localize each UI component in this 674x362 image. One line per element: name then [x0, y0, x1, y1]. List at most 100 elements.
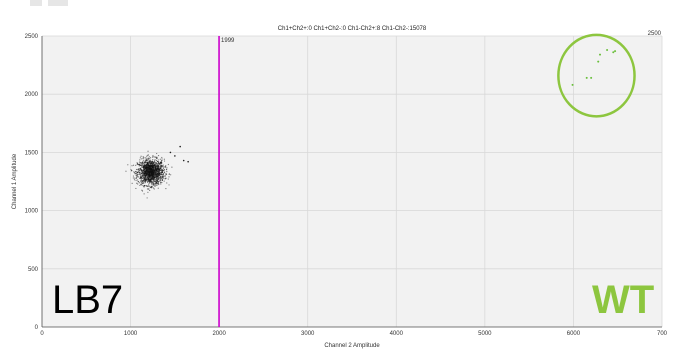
cluster-point	[144, 176, 147, 178]
cluster-point	[152, 178, 154, 180]
cluster-point	[163, 169, 165, 171]
cluster-point	[146, 197, 148, 199]
cluster-point	[140, 177, 142, 179]
cluster-point	[166, 170, 168, 173]
cluster-point	[153, 178, 155, 180]
cluster-point	[155, 176, 157, 178]
cluster-point	[156, 184, 158, 187]
cluster-point	[136, 171, 138, 173]
cluster-point	[160, 182, 162, 184]
cluster-point	[155, 159, 158, 162]
cluster-point	[163, 160, 166, 162]
cluster-point	[150, 180, 152, 183]
y-tick-label: 500	[28, 267, 39, 273]
cluster-point	[142, 170, 144, 172]
cluster-point	[141, 169, 143, 171]
cluster-point	[144, 180, 146, 182]
cluster-point	[159, 168, 161, 170]
cluster-point	[159, 180, 161, 182]
cluster-point	[162, 176, 164, 178]
cluster-point	[150, 177, 152, 179]
cluster-point	[150, 186, 152, 189]
cluster-point	[143, 162, 146, 164]
cluster-point	[134, 173, 136, 175]
cluster-point	[161, 178, 163, 180]
cluster-point	[145, 171, 147, 173]
cluster-point	[147, 191, 149, 193]
cluster-point	[145, 157, 147, 159]
cluster-point	[154, 166, 156, 168]
cluster-point	[165, 172, 167, 175]
x-tick-label: 5000	[478, 331, 492, 337]
cluster-point	[164, 171, 166, 173]
y-tick-label: 2000	[25, 92, 39, 98]
cluster-point	[140, 174, 142, 176]
cluster-point	[153, 171, 155, 173]
cluster-point	[147, 162, 149, 165]
cluster-point	[166, 169, 168, 171]
cluster-point	[162, 170, 164, 172]
cluster-point	[157, 181, 160, 183]
cluster-point	[159, 162, 161, 164]
corner-mark-1	[30, 0, 42, 6]
cluster-point	[163, 180, 165, 182]
cluster-droplets	[125, 150, 173, 199]
cluster-point	[144, 164, 147, 166]
cluster-point	[139, 164, 142, 166]
cluster-point	[147, 171, 150, 173]
cluster-point	[157, 165, 160, 167]
plot-area	[42, 36, 662, 327]
cluster-point	[153, 161, 155, 163]
cluster-point	[158, 163, 160, 165]
cluster-point	[165, 165, 167, 167]
cluster-point	[152, 168, 155, 170]
cluster-point	[157, 177, 160, 179]
cluster-point	[156, 163, 158, 165]
cluster-point	[160, 161, 162, 163]
cluster-point	[141, 163, 143, 165]
threshold-label: 1999	[221, 38, 235, 44]
cluster-point	[145, 167, 147, 169]
cluster-point	[143, 157, 145, 159]
cluster-point	[135, 164, 137, 166]
cluster-point	[162, 167, 165, 169]
cluster-point	[148, 180, 151, 182]
wt-point	[612, 51, 615, 54]
cluster-point	[142, 177, 144, 179]
cluster-point	[152, 159, 154, 161]
cluster-point	[151, 165, 153, 167]
cluster-point	[149, 189, 151, 192]
cluster-point	[150, 174, 152, 177]
outlier-point	[182, 159, 185, 162]
cluster-point	[154, 176, 156, 179]
cluster-point	[143, 159, 145, 161]
cluster-point	[151, 171, 153, 174]
cluster-point	[160, 174, 163, 176]
cluster-point	[142, 172, 144, 174]
cluster-point	[158, 166, 160, 168]
cluster-point	[141, 175, 143, 177]
y-tick-label: 0	[35, 325, 39, 331]
cluster-point	[155, 177, 157, 179]
cluster-point	[165, 177, 167, 179]
cluster-point	[148, 156, 150, 158]
cluster-point	[130, 170, 133, 172]
cluster-point	[141, 173, 143, 175]
cluster-point	[142, 160, 144, 162]
cluster-point	[159, 179, 161, 181]
cluster-point	[140, 167, 142, 169]
cluster-point	[149, 173, 152, 175]
cluster-point	[150, 185, 153, 188]
cluster-point	[163, 158, 165, 160]
cluster-point	[139, 171, 141, 174]
cluster-point	[146, 171, 148, 173]
cluster-point	[155, 183, 157, 185]
cluster-point	[140, 176, 142, 178]
cluster-point	[147, 174, 149, 176]
cluster-point	[160, 165, 162, 167]
cluster-point	[157, 187, 159, 189]
cluster-point	[144, 168, 146, 171]
cluster-point	[149, 163, 151, 165]
cluster-point	[142, 162, 144, 164]
cluster-point	[156, 182, 158, 184]
